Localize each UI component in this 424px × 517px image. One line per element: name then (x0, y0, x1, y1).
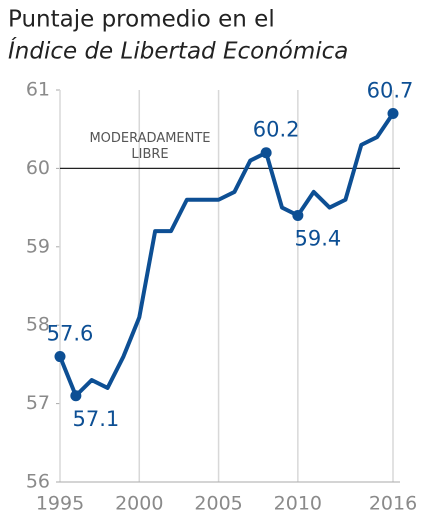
series-line (58, 112, 395, 398)
point-marker (70, 390, 82, 402)
point-marker (387, 108, 399, 120)
y-tick-label: 58 (26, 314, 50, 336)
point-marker (292, 209, 304, 221)
point-marker (54, 351, 66, 363)
y-tick-label: 59 (26, 235, 50, 257)
value-label: 57.6 (47, 322, 94, 346)
y-tick-label: 61 (26, 79, 50, 101)
chart-title: Puntaje promedio en el (8, 7, 275, 33)
y-tick-label: 57 (26, 392, 50, 414)
x-tick-label: 2005 (194, 493, 242, 515)
y-tick-label: 56 (26, 471, 50, 493)
reference-label: LIBRE (131, 147, 168, 162)
x-tick-label: 2010 (274, 493, 322, 515)
value-label: 57.1 (72, 407, 119, 431)
point-marker (260, 147, 272, 159)
chart-subtitle: Índice de Libertad Económica (8, 37, 348, 65)
y-tick-label: 60 (26, 157, 50, 179)
value-label: 59.4 (294, 226, 341, 250)
x-tick-label: 2016 (369, 493, 417, 515)
value-label: 60.7 (367, 79, 414, 103)
value-label: 60.2 (253, 118, 300, 142)
x-tick-label: 2000 (115, 493, 163, 515)
x-tick-label: 1995 (36, 493, 84, 515)
reference-label: MODERADAMENTE (89, 131, 210, 146)
